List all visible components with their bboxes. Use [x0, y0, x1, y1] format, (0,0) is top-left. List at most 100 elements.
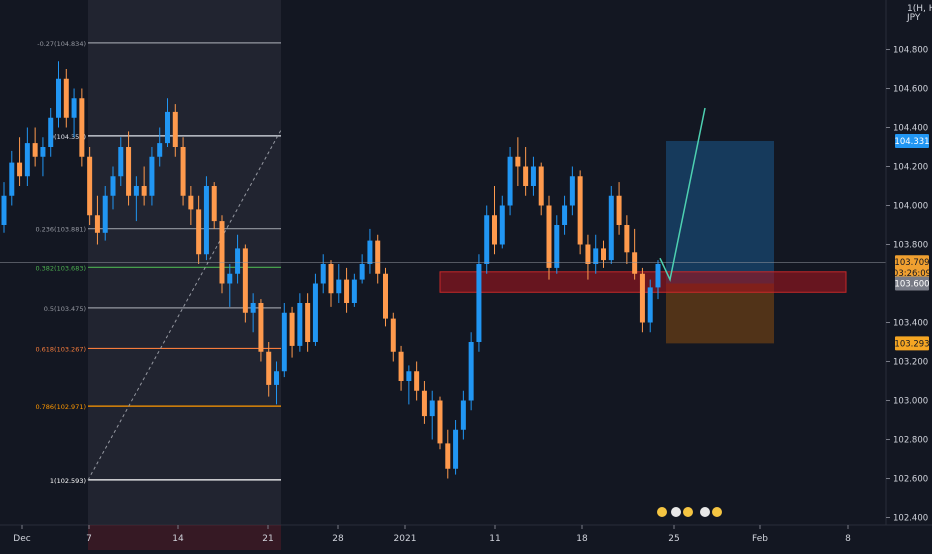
candle-body — [538, 166, 544, 206]
candle-body — [429, 400, 435, 417]
candle-body — [484, 215, 490, 264]
time-tick-label: Feb — [752, 534, 768, 544]
candle-body — [375, 240, 381, 274]
fib-level-label: 1(102.593) — [50, 477, 86, 485]
event-marker-icon[interactable] — [711, 506, 723, 518]
candle-body — [40, 147, 46, 157]
price-tick-label: 104.600 — [893, 85, 928, 95]
price-tick-label: 102.800 — [893, 436, 928, 446]
price-tick-label: 102.400 — [893, 514, 928, 524]
candle-body — [437, 400, 443, 444]
time-tick-label: 11 — [489, 534, 500, 544]
candle-body — [328, 264, 334, 294]
time-tick-label: 7 — [86, 534, 92, 544]
candle-body — [274, 371, 279, 385]
candle-body — [242, 248, 248, 313]
price-tick-label: 104.800 — [893, 46, 928, 56]
time-tick-label: 25 — [668, 534, 679, 544]
time-tick-label: 28 — [332, 534, 344, 544]
candle-body — [359, 264, 365, 280]
price-tag — [895, 276, 929, 291]
event-marker-icon[interactable] — [682, 506, 694, 518]
candle-body — [593, 248, 599, 264]
candle-body — [624, 225, 630, 253]
candle-body — [196, 209, 202, 255]
candle-body — [266, 351, 272, 385]
candle-body — [250, 303, 256, 313]
candle-body — [133, 186, 139, 196]
fib-level-label: 0.236(103.881) — [35, 226, 86, 234]
candle-body — [9, 162, 15, 196]
candle-body — [149, 156, 155, 196]
price-tag-label: 103.293 — [894, 339, 929, 349]
time-tick-label: 14 — [172, 534, 184, 544]
candle-body — [172, 111, 178, 147]
price-tag-label: 03:26:09 — [893, 269, 931, 279]
symbol-label: 1(H, HIN) JPY — [906, 4, 932, 23]
candle-body — [460, 400, 466, 430]
event-marker-icon[interactable] — [656, 506, 668, 518]
event-marker-icon[interactable] — [699, 506, 711, 518]
candles — [1, 61, 661, 479]
event-marker-icon[interactable] — [670, 506, 682, 518]
candle-body — [445, 443, 451, 469]
fib-level-label: -0.27(104.834) — [37, 40, 86, 48]
candle-body — [406, 371, 412, 381]
candle-body — [398, 351, 404, 381]
candle-body — [616, 195, 622, 225]
candle-body — [203, 186, 209, 255]
price-tag — [895, 255, 929, 270]
price-tick-label: 103.000 — [893, 397, 928, 407]
candle-body — [320, 264, 326, 284]
candle-body — [515, 156, 521, 167]
time-tick-label: 21 — [262, 534, 273, 544]
price-tick-label: 103.200 — [893, 358, 928, 368]
candle-body — [289, 312, 295, 346]
symbol-code: 1(H, HIN) — [907, 4, 932, 14]
candle-body — [118, 147, 124, 177]
price-tick-label: 104.400 — [893, 124, 928, 134]
candle-body — [351, 279, 357, 303]
candle-body — [390, 318, 396, 352]
candle-body — [87, 156, 93, 216]
candle-body — [71, 98, 77, 118]
candle-body — [63, 78, 69, 118]
candle-body — [523, 166, 529, 186]
fib-time-highlight — [88, 525, 281, 550]
candle-body — [17, 162, 23, 177]
candle-body — [32, 143, 38, 157]
candle-body — [647, 287, 653, 323]
time-axis-ticks: Dec 7 14 21 28 2021 11 18 25 Feb 8 — [13, 525, 851, 544]
candle-body — [219, 221, 225, 284]
candle-body — [383, 273, 388, 319]
candle-body — [56, 78, 61, 118]
candle-body — [188, 195, 194, 210]
candle-body — [94, 215, 100, 233]
candle-body — [102, 195, 108, 233]
price-tag-label: 103.709 — [894, 258, 929, 268]
price-tag — [895, 133, 929, 148]
event-markers[interactable] — [656, 506, 723, 518]
fib-level-label: 0(104.357) — [50, 133, 86, 141]
candle-body — [414, 371, 420, 391]
zones — [439, 140, 847, 344]
price-tag — [895, 265, 929, 280]
candle-body — [165, 111, 170, 144]
candle-body — [569, 176, 575, 206]
candle-body — [554, 225, 560, 268]
candle-body — [211, 186, 217, 222]
candle-body — [499, 205, 505, 245]
candle-body — [126, 147, 132, 196]
candle-body — [608, 195, 614, 261]
candle-body — [24, 143, 30, 177]
price-axis-ticks: 104.800 104.600 104.400 104.200 104.000 103.8… — [886, 46, 928, 524]
candle-body — [639, 273, 645, 323]
price-tag-label: 104.331 — [894, 137, 929, 147]
price-tick-label: 104.200 — [893, 163, 928, 173]
candle-body — [453, 429, 459, 469]
candle-body — [110, 176, 116, 196]
time-tick-label: 2021 — [394, 534, 417, 544]
